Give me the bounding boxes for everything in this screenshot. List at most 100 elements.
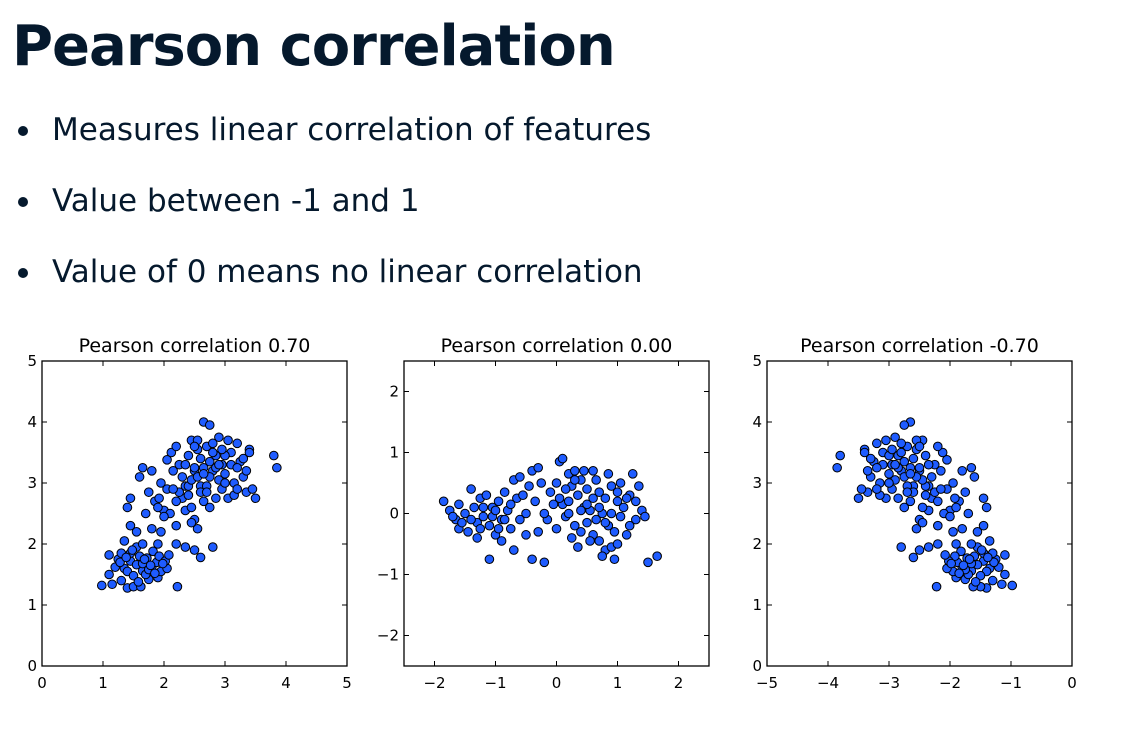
data-point	[157, 558, 168, 569]
data-point	[573, 490, 583, 500]
bullet-text: Measures linear correlation of features	[52, 112, 652, 148]
data-point	[518, 490, 528, 500]
data-point	[539, 557, 550, 568]
data-point	[872, 438, 882, 449]
bullet-dot	[18, 126, 28, 136]
data-point	[238, 453, 249, 464]
data-point	[937, 447, 948, 458]
data-point	[978, 520, 989, 531]
bullet-text: Value between -1 and 1	[52, 183, 420, 219]
data-point	[576, 505, 586, 516]
data-point	[198, 496, 209, 507]
data-point	[612, 487, 623, 497]
data-point	[923, 542, 934, 552]
data-point	[463, 527, 473, 537]
data-point	[600, 517, 611, 528]
data-point	[631, 496, 641, 507]
data-point	[119, 536, 130, 546]
data-point	[484, 520, 495, 531]
data-point	[241, 466, 252, 476]
data-point	[621, 530, 632, 540]
data-point	[186, 517, 197, 528]
data-point	[551, 523, 562, 534]
data-point	[606, 508, 617, 519]
data-point	[969, 472, 980, 482]
y-tick-label: 0	[752, 657, 762, 675]
x-tick-label: 1	[613, 674, 623, 692]
data-point	[835, 450, 846, 461]
data-point	[902, 487, 913, 497]
data-point	[643, 557, 653, 568]
data-point	[966, 462, 977, 473]
data-point	[104, 569, 114, 580]
data-point	[893, 493, 903, 504]
x-tick-label: 5	[342, 674, 352, 692]
data-point	[881, 435, 891, 446]
data-point	[493, 523, 504, 534]
data-point	[548, 499, 559, 510]
data-point	[133, 577, 144, 587]
data-point	[198, 469, 209, 479]
data-point	[570, 520, 580, 531]
data-point	[140, 508, 151, 519]
bullet-dot	[18, 197, 28, 207]
data-point	[180, 542, 191, 552]
data-point	[478, 502, 489, 513]
data-point	[951, 502, 961, 513]
data-point	[466, 484, 476, 494]
data-point	[890, 432, 900, 443]
data-point	[127, 545, 138, 555]
y-tick-label: 0	[389, 505, 399, 523]
x-tick-label: 4	[281, 674, 291, 692]
data-point	[948, 527, 958, 537]
data-point	[859, 447, 870, 458]
data-point	[211, 493, 221, 504]
data-point	[162, 455, 172, 465]
data-point	[153, 502, 163, 513]
data-point	[945, 511, 955, 522]
y-tick-label: −2	[377, 627, 399, 645]
data-point	[148, 546, 158, 557]
data-point	[481, 490, 492, 500]
data-point	[156, 478, 166, 488]
data-point	[505, 523, 516, 534]
data-point	[957, 466, 968, 476]
data-point	[171, 520, 181, 531]
chart-title: Pearson correlation -0.70	[800, 335, 1039, 357]
data-point	[195, 552, 206, 563]
data-point	[139, 554, 150, 565]
chart-title: Pearson correlation 0.00	[441, 335, 673, 357]
data-point	[490, 505, 501, 516]
data-point	[997, 579, 1007, 590]
data-point	[177, 472, 188, 482]
data-point	[189, 462, 200, 473]
data-point	[172, 581, 183, 592]
data-point	[972, 527, 983, 537]
data-point	[936, 466, 946, 476]
plot-frame	[766, 360, 1073, 667]
data-point	[533, 527, 544, 537]
data-point	[989, 557, 999, 568]
data-point	[884, 478, 894, 488]
x-tick-label: 1	[98, 674, 108, 692]
data-point	[125, 520, 136, 531]
data-point	[171, 441, 181, 452]
y-tick-label: 5	[27, 352, 37, 370]
data-point	[933, 539, 943, 549]
data-point	[652, 551, 662, 561]
data-point	[579, 466, 589, 476]
y-tick-label: 4	[752, 413, 762, 431]
data-point	[603, 469, 614, 479]
data-point	[588, 466, 598, 476]
data-point	[128, 570, 139, 581]
data-point	[1000, 569, 1010, 580]
scatter-panel: Pearson correlation -0.70 −5 −4 −3 −2 −1 0 0 1 2 3…	[752, 335, 1076, 692]
data-point	[1007, 580, 1018, 591]
data-point	[153, 539, 163, 549]
data-point	[600, 493, 611, 504]
data-point	[107, 579, 117, 590]
data-point	[585, 536, 595, 546]
data-point	[545, 487, 556, 497]
data-point	[631, 514, 641, 525]
data-point	[612, 496, 623, 507]
